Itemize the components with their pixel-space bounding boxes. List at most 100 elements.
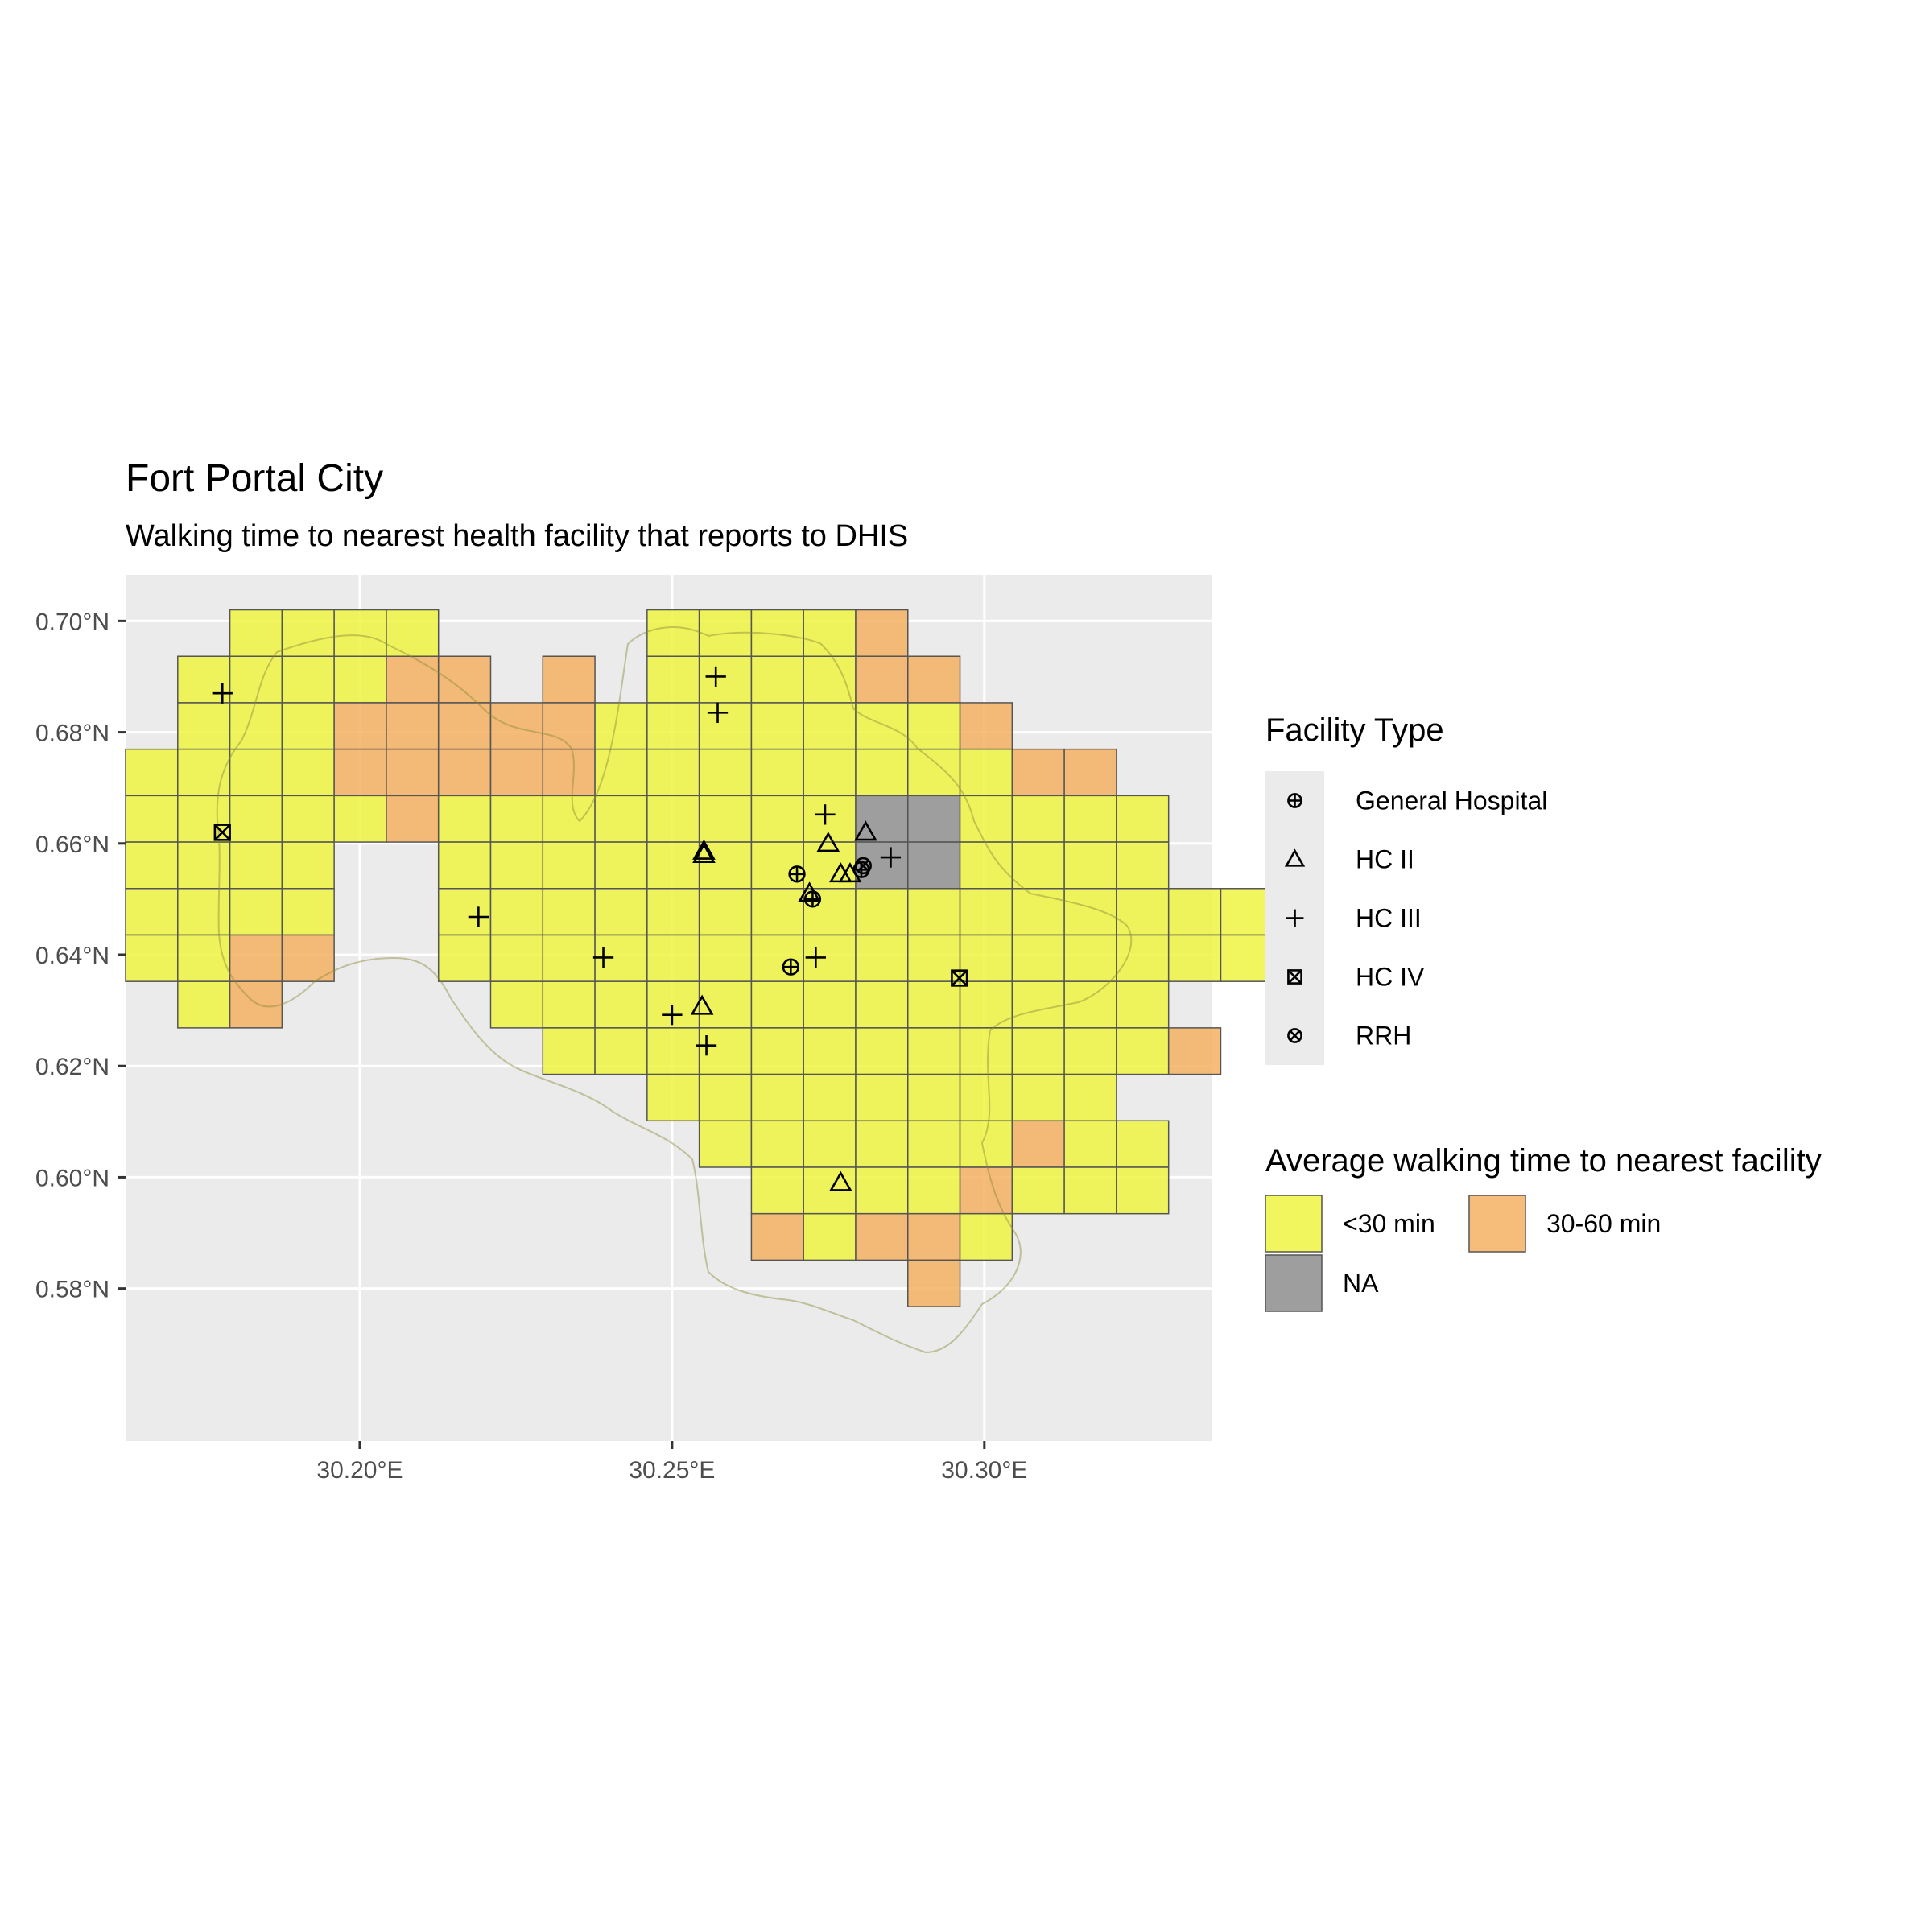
- cell-11-16: [959, 1120, 1013, 1168]
- facility-hc-iii-16: [815, 804, 836, 825]
- legend-facility-label-4: RRH: [1356, 1022, 1411, 1051]
- cell-11-17: [1011, 1120, 1065, 1168]
- cell-12-12: [750, 1166, 804, 1215]
- cell-1-3: [281, 655, 335, 704]
- cell-6-14: [855, 888, 909, 936]
- cell-10-11: [698, 1073, 753, 1122]
- cell-4-11: [698, 795, 753, 843]
- cell-8-12: [750, 980, 804, 1029]
- cell-4-15: [907, 795, 961, 843]
- cell-3-5: [386, 748, 440, 797]
- cell-10-12: [750, 1073, 804, 1122]
- legend-walking-title: Average walking time to nearest facility: [1265, 1143, 1822, 1179]
- legend-facility-title: Facility Type: [1265, 712, 1444, 748]
- cell-14-15: [907, 1259, 961, 1307]
- facility-hc-iii-15: [707, 702, 729, 724]
- cell-0-12: [750, 609, 804, 657]
- cell-8-10: [646, 980, 700, 1029]
- cell-6-9: [594, 888, 648, 936]
- cell-4-18: [1063, 795, 1117, 843]
- cell-11-15: [907, 1120, 961, 1168]
- facility-hc-iii-21: [662, 1004, 683, 1026]
- cell-5-3: [281, 841, 335, 890]
- cell-6-12: [750, 888, 804, 936]
- cell-5-6: [437, 841, 492, 890]
- cell-7-7: [489, 934, 544, 982]
- cell-4-9: [594, 795, 648, 843]
- cell-1-11: [698, 655, 753, 704]
- cell-3-4: [333, 748, 387, 797]
- cell-4-2: [229, 795, 283, 843]
- cell-13-13: [803, 1212, 857, 1261]
- legend-facility-label-3: HC IV: [1356, 963, 1425, 992]
- cell-0-13: [803, 609, 857, 657]
- facility-hc-iii-22: [696, 1034, 717, 1056]
- cell-3-15: [907, 748, 961, 797]
- legend-general-hospital-icon: [1287, 793, 1302, 808]
- legend-hc-iii-icon: [1286, 909, 1304, 927]
- cell-12-17: [1011, 1166, 1065, 1215]
- cell-2-11: [698, 702, 753, 750]
- legend-swatch-2: [1265, 1254, 1323, 1312]
- cell-1-8: [542, 655, 596, 704]
- cell-5-7: [489, 841, 544, 890]
- cell-4-17: [1011, 795, 1065, 843]
- cell-13-16: [959, 1212, 1013, 1261]
- cell-4-6: [437, 795, 492, 843]
- y-tick-label-2: 0.66°N: [35, 832, 109, 858]
- cell-4-1: [177, 795, 231, 843]
- cell-3-17: [1011, 748, 1065, 797]
- cell-8-15: [907, 980, 961, 1029]
- cell-7-18: [1063, 934, 1117, 982]
- cell-3-10: [646, 748, 700, 797]
- cell-6-0: [125, 888, 179, 936]
- cell-5-8: [542, 841, 596, 890]
- cell-1-15: [907, 655, 961, 704]
- facility-general-hospital-2: [782, 958, 799, 976]
- cell-2-12: [750, 702, 804, 750]
- facility-hc-ii-11: [690, 994, 714, 1015]
- cell-3-14: [855, 748, 909, 797]
- legend-hc-iv-icon: [1287, 969, 1302, 985]
- cell-5-19: [1116, 841, 1170, 890]
- legend-walking-label-1: 30-60 min: [1546, 1209, 1661, 1238]
- cell-1-5: [386, 655, 440, 704]
- cell-9-15: [907, 1027, 961, 1075]
- cell-2-14: [855, 702, 909, 750]
- cell-4-8: [542, 795, 596, 843]
- cell-2-3: [281, 702, 335, 750]
- y-tick-label-0: 0.70°N: [35, 609, 109, 635]
- cell-12-18: [1063, 1166, 1117, 1215]
- cell-13-12: [750, 1212, 804, 1261]
- axes: 30.20°E 30.25°E 30.30°E 0.70°N 0.68°N 0.66°N 0…: [35, 609, 1027, 1484]
- cell-8-14: [855, 980, 909, 1029]
- cell-2-1: [177, 702, 231, 750]
- cell-5-2: [229, 841, 283, 890]
- cell-10-10: [646, 1073, 700, 1122]
- cell-1-4: [333, 655, 387, 704]
- cell-8-17: [1011, 980, 1065, 1029]
- cell-3-16: [959, 748, 1013, 797]
- cell-9-13: [803, 1027, 857, 1075]
- legend-walking-label-0: <30 min: [1343, 1209, 1435, 1238]
- cell-5-16: [959, 841, 1013, 890]
- facility-hc-ii-8: [798, 881, 821, 902]
- cell-2-6: [437, 702, 492, 750]
- cell-0-5: [386, 609, 440, 657]
- city-boundary-outline: [216, 626, 1133, 1354]
- cell-5-0: [125, 841, 179, 890]
- cell-7-2: [229, 934, 283, 982]
- cell-12-19: [1116, 1166, 1170, 1215]
- facility-general-hospital-0: [788, 865, 806, 883]
- cell-4-4: [333, 795, 387, 843]
- cell-2-8: [542, 702, 596, 750]
- cell-7-1: [177, 934, 231, 982]
- cell-7-8: [542, 934, 596, 982]
- cell-7-6: [437, 934, 492, 982]
- cell-11-14: [855, 1120, 909, 1168]
- y-tick-label-6: 0.58°N: [35, 1277, 109, 1303]
- cell-9-16: [959, 1027, 1013, 1075]
- cell-7-20: [1167, 934, 1222, 982]
- facility-hc-ii-10: [838, 862, 862, 883]
